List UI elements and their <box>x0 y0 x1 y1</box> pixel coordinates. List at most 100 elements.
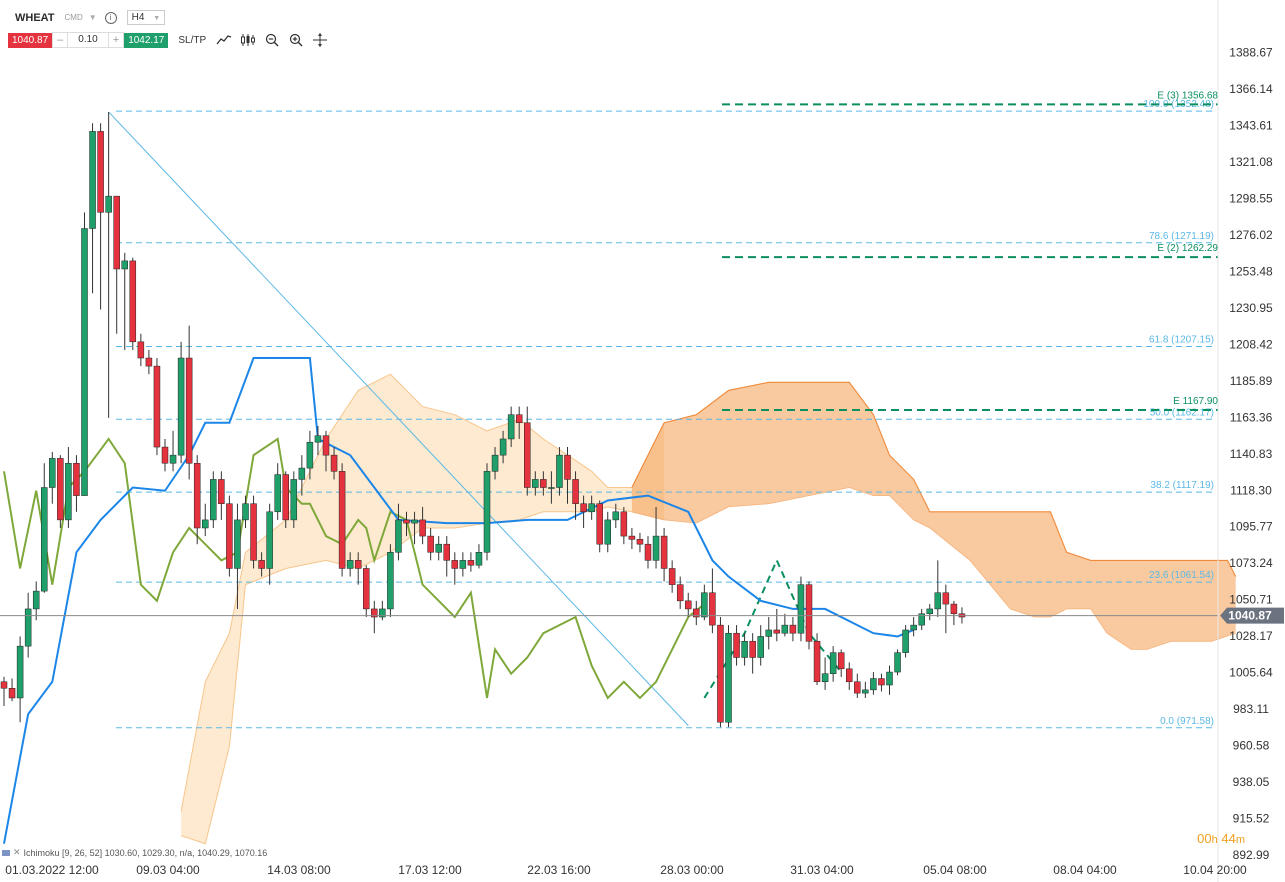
candle-down <box>942 592 950 605</box>
y-tick-label: 1253.48 <box>1229 264 1273 278</box>
y-tick-label: 1028.17 <box>1229 629 1273 643</box>
candle-down <box>97 131 104 213</box>
candle-down <box>878 678 885 686</box>
candle-up <box>306 441 314 469</box>
crosshair-icon[interactable] <box>312 33 328 47</box>
candle-down <box>636 539 644 545</box>
trade-row: 1040.87 – 0.10 + 1042.17 SL/TP <box>8 32 328 48</box>
candle-up <box>701 592 708 618</box>
candle-down <box>515 414 523 424</box>
zoom-in-icon[interactable] <box>288 33 304 47</box>
y-tick-label: 1343.61 <box>1229 119 1273 133</box>
close-indicator-icon[interactable]: ✕ <box>13 847 21 857</box>
y-tick-label: 1095.77 <box>1229 520 1273 534</box>
candle-down <box>258 560 265 569</box>
candle-down <box>628 535 636 540</box>
candle-down <box>137 341 145 359</box>
timer-minutes-unit: m <box>1235 834 1245 846</box>
candle-down <box>363 568 370 610</box>
candle-up <box>926 608 933 615</box>
volume-decrease-button[interactable]: – <box>52 32 69 48</box>
candle-up <box>797 584 805 634</box>
candle-timer: 00h 44m <box>1197 831 1245 846</box>
x-tick-label: 28.03 00:00 <box>660 863 724 877</box>
candle-down <box>813 641 821 683</box>
fib-level-label: 50.0 (1162.17) <box>1150 407 1214 418</box>
candle-up <box>202 519 209 529</box>
sell-button[interactable]: 1040.87 <box>8 32 53 48</box>
candle-down <box>145 357 153 367</box>
candle-down <box>572 479 579 504</box>
x-tick-label: 14.03 08:00 <box>267 863 331 877</box>
y-tick-label: 1073.24 <box>1229 556 1273 570</box>
candle-down <box>717 624 724 723</box>
fib-level-label: 78.6 (1271.19) <box>1149 231 1214 242</box>
symbol-type: CMD <box>64 13 83 22</box>
candle-up <box>121 260 128 270</box>
candle-up <box>902 629 909 653</box>
y-tick-label: 892.99 <box>1233 848 1270 862</box>
candle-up <box>387 552 394 610</box>
candle-up <box>910 624 917 631</box>
candle-down <box>749 641 756 658</box>
y-tick-label: 1005.64 <box>1229 666 1273 680</box>
candle-up <box>918 613 925 626</box>
candle-up <box>894 652 901 673</box>
candle-down <box>837 652 845 670</box>
candle-down <box>709 592 716 626</box>
candle-down <box>846 668 853 683</box>
candle-up <box>781 624 789 634</box>
line-chart-icon[interactable] <box>216 33 232 47</box>
zoom-out-icon[interactable] <box>264 33 280 47</box>
candle-up <box>314 435 322 443</box>
sltp-button[interactable]: SL/TP <box>178 34 207 46</box>
candle-up <box>379 608 386 618</box>
timeframe-select[interactable]: H4 ▼ <box>126 10 166 25</box>
x-tick-label: 09.03 04:00 <box>136 863 200 877</box>
candle-up <box>395 519 402 553</box>
candle-up <box>169 454 177 464</box>
candle-down <box>950 603 958 615</box>
candle-down <box>322 435 330 456</box>
candle-up <box>725 632 732 723</box>
candle-down <box>685 600 692 610</box>
candle-down <box>354 560 362 569</box>
candle-up <box>829 652 837 674</box>
symbol-name[interactable]: WHEAT <box>15 11 55 24</box>
candle-up <box>274 474 281 513</box>
y-tick-label: 960.58 <box>1233 739 1270 753</box>
symbol-dropdown-icon[interactable]: ▼ <box>88 13 97 22</box>
candle-up <box>886 671 893 686</box>
trend-line <box>108 111 689 726</box>
candle-down <box>789 624 797 634</box>
candle-up <box>346 560 354 569</box>
candle-down <box>153 365 161 448</box>
timeframe-value: H4 <box>131 12 145 23</box>
info-icon[interactable]: i <box>104 11 117 24</box>
y-tick-label: 1050.71 <box>1229 593 1273 607</box>
x-tick-label: 10.04 20:00 <box>1183 863 1247 877</box>
candle-up <box>548 487 555 489</box>
candle-down <box>596 503 603 545</box>
chikou-span-line <box>3 437 705 700</box>
indicator-legend: ✕ Ichimoku [9, 26, 52] 1030.60, 1029.30,… <box>2 847 267 858</box>
y-tick-label: 938.05 <box>1233 775 1270 789</box>
indicator-label: Ichimoku [9, 26, 52] 1030.60, 1029.30, n… <box>23 847 268 858</box>
buy-button[interactable]: 1042.17 <box>124 32 169 48</box>
candle-down <box>644 543 652 561</box>
volume-input[interactable]: 0.10 <box>68 32 108 48</box>
candle-up <box>290 479 298 521</box>
x-tick-label: 17.03 12:00 <box>398 863 462 877</box>
candle-down <box>524 422 531 488</box>
candle-down <box>620 511 628 537</box>
candle-up <box>862 689 869 694</box>
candle-up <box>105 195 112 213</box>
candle-up <box>16 645 24 699</box>
price-axis: 1388.67 1366.14 1343.61 1321.08 1298.55 1276.… <box>1217 0 1284 882</box>
candle-up <box>459 560 467 569</box>
candle-up <box>604 519 611 545</box>
volume-increase-button[interactable]: + <box>107 32 125 48</box>
candle-up <box>507 414 515 440</box>
candles-icon[interactable] <box>240 33 256 47</box>
